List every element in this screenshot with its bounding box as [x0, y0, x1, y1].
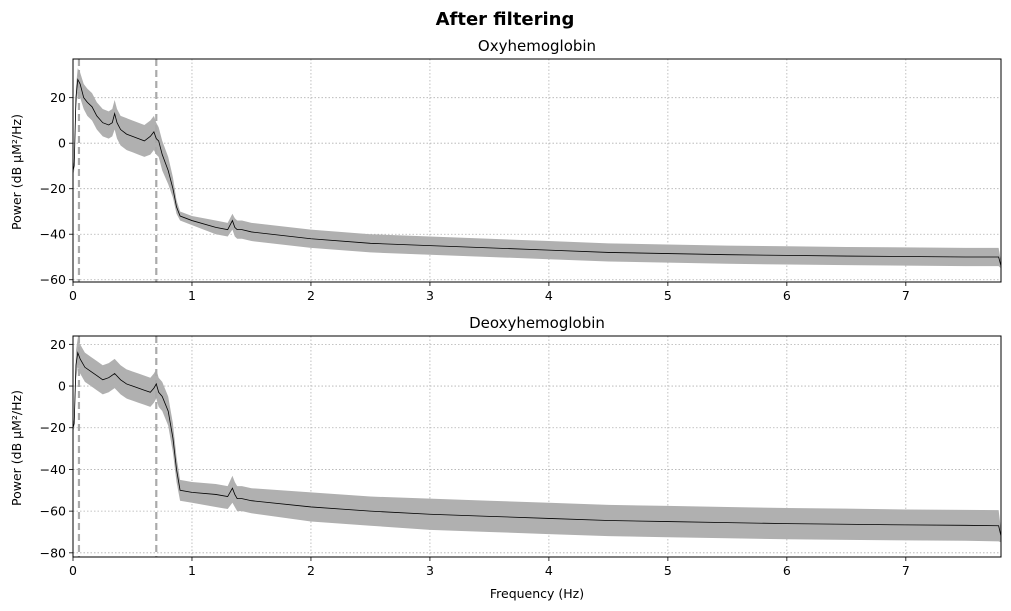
deoxyhemoglobin-axes-frame	[72, 335, 1002, 558]
deoxyhemoglobin-xtick-label: 3	[426, 563, 434, 578]
deoxyhemoglobin-line-layer	[72, 351, 1002, 537]
oxyhemoglobin-xtick-label: 2	[307, 288, 315, 303]
deoxyhemoglobin-panel: Deoxyhemoglobin Power (dB µM²/Hz) Freque…	[9, 314, 1002, 601]
oxyhemoglobin-psd-line	[72, 78, 1002, 267]
deoxyhemoglobin-xtick-label: 1	[188, 563, 196, 578]
deoxyhemoglobin-xtick-label: 4	[545, 563, 553, 578]
deoxyhemoglobin-ytick-label: −40	[40, 462, 66, 477]
deoxyhemoglobin-xtick-label: 6	[783, 563, 791, 578]
oxyhemoglobin-vlines	[77, 59, 158, 282]
oxyhemoglobin-band-layer	[73, 68, 1001, 269]
deoxyhemoglobin-xtick-label: 2	[307, 563, 315, 578]
figure-suptitle: After filtering	[436, 9, 575, 30]
deoxyhemoglobin-grid	[72, 336, 1001, 557]
oxyhemoglobin-axes-frame	[72, 58, 1002, 283]
oxyhemoglobin-xtick-label: 4	[545, 288, 553, 303]
deoxyhemoglobin-ytick-label: −20	[40, 420, 66, 435]
deoxyhemoglobin-title: Deoxyhemoglobin	[469, 314, 605, 332]
frequency-xlabel: Frequency (Hz)	[490, 586, 584, 601]
oxyhemoglobin-ytick-label: −60	[40, 272, 66, 287]
oxyhemoglobin-xtick-label: 0	[69, 288, 77, 303]
deoxyhemoglobin-ylabel: Power (dB µM²/Hz)	[9, 390, 24, 506]
oxyhemoglobin-xtick-label: 3	[426, 288, 434, 303]
oxyhemoglobin-title: Oxyhemoglobin	[478, 37, 596, 55]
deoxyhemoglobin-ytick-label: −80	[40, 545, 66, 560]
oxyhemoglobin-line-layer	[72, 78, 1002, 267]
deoxyhemoglobin-ytick-label: −60	[40, 504, 66, 519]
oxyhemoglobin-ytick-label: 20	[50, 90, 66, 105]
deoxyhemoglobin-psd-line	[72, 351, 1002, 537]
oxyhemoglobin-ytick-label: −20	[40, 181, 66, 196]
oxyhemoglobin-xtick-label: 7	[902, 288, 910, 303]
deoxyhemoglobin-xtick-label: 0	[69, 563, 77, 578]
oxyhemoglobin-xtick-label: 1	[188, 288, 196, 303]
oxyhemoglobin-xtick-label: 6	[783, 288, 791, 303]
oxyhemoglobin-ytick-label: 0	[58, 136, 66, 151]
deoxyhemoglobin-xtick-label: 5	[664, 563, 672, 578]
deoxyhemoglobin-ytick-label: 20	[50, 337, 66, 352]
oxyhemoglobin-panel: Oxyhemoglobin Power (dB µM²/Hz) 0 1 2 3 4 5 6 7…	[9, 37, 1002, 303]
oxyhemoglobin-xtick-label: 5	[664, 288, 672, 303]
oxyhemoglobin-ytick-label: −40	[40, 227, 66, 242]
deoxyhemoglobin-ticks: 0 1 2 3 4 5 6 7 −80 −60 −40 −20 0 20	[40, 337, 910, 578]
oxyhemoglobin-std-band	[73, 68, 1001, 269]
deoxyhemoglobin-std-band	[73, 338, 1001, 543]
deoxyhemoglobin-ytick-label: 0	[58, 379, 66, 394]
deoxyhemoglobin-band-layer	[73, 338, 1001, 543]
deoxyhemoglobin-vlines	[77, 336, 158, 557]
oxyhemoglobin-ticks: 0 1 2 3 4 5 6 7 −60 −40 −20 0 20	[40, 90, 910, 303]
oxyhemoglobin-ylabel: Power (dB µM²/Hz)	[9, 114, 24, 230]
deoxyhemoglobin-xtick-label: 7	[902, 563, 910, 578]
